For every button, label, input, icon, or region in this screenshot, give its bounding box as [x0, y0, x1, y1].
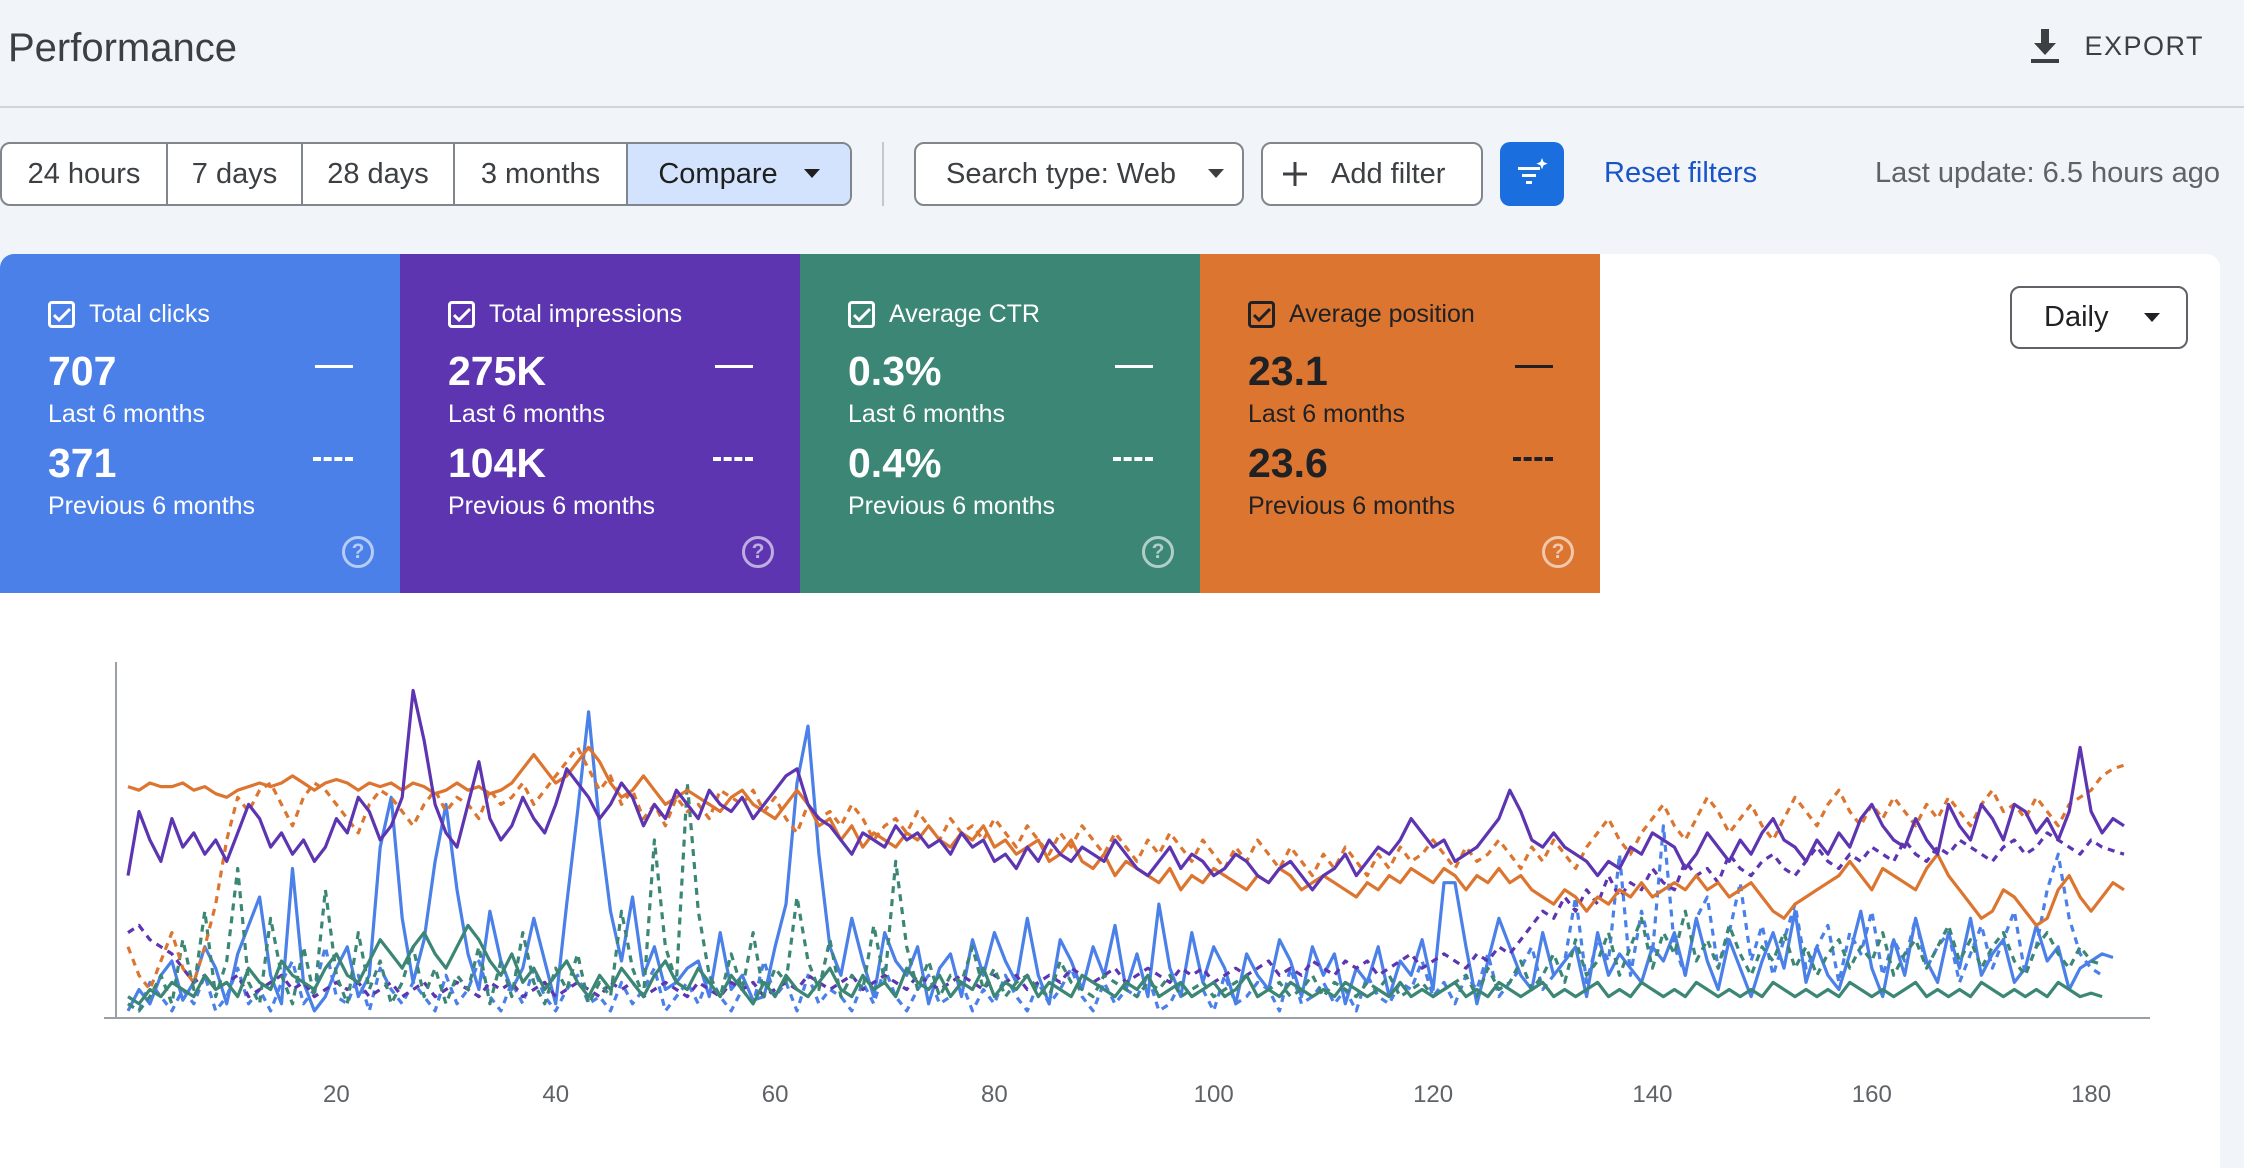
metric-current-value: 275K [448, 348, 547, 394]
granularity-dropdown[interactable]: Daily [2010, 286, 2188, 349]
metric-total-impressions[interactable]: Total impressions 275K Last 6 months 104… [400, 254, 800, 593]
solid-line-legend [1515, 365, 1553, 368]
add-filter-button[interactable]: Add filter [1261, 142, 1483, 206]
granularity-label: Daily [2044, 301, 2109, 333]
checkbox-icon[interactable] [48, 301, 75, 328]
metric-current-value: 707 [48, 348, 117, 394]
download-icon [2031, 29, 2060, 63]
dashed-line-legend [1513, 457, 1553, 461]
range-3-months[interactable]: 3 months [455, 144, 628, 204]
checkbox-icon[interactable] [1248, 301, 1275, 328]
performance-line-chart: 20 40 60 80 100 120 140 160 180 [104, 662, 2150, 1108]
metric-current-value: 0.3% [848, 348, 942, 394]
solid-line-legend [1115, 365, 1153, 368]
x-tick-label: 120 [1413, 1081, 1453, 1108]
date-range-selector: 24 hours 7 days 28 days 3 months Compare [0, 142, 852, 206]
search-type-dropdown[interactable]: Search type: Web [914, 142, 1244, 206]
filter-sparkle-icon [1518, 158, 1548, 184]
help-icon[interactable]: ? [342, 536, 374, 568]
metric-previous-period: Previous 6 months [1248, 492, 1456, 520]
header-bar [0, 0, 2244, 108]
caret-down-icon [2144, 312, 2160, 322]
x-tick-label: 100 [1194, 1081, 1234, 1108]
metric-label: Average CTR [889, 300, 1040, 328]
series-impressions-current [126, 688, 2125, 892]
metric-total-clicks[interactable]: Total clicks 707 Last 6 months 371 Previ… [0, 254, 400, 593]
add-filter-label: Add filter [1331, 157, 1446, 190]
x-tick-label: 80 [981, 1081, 1008, 1108]
filter-suggestions-button[interactable] [1500, 142, 1564, 206]
dashed-line-legend [1113, 457, 1153, 461]
compare-dropdown[interactable]: Compare [628, 144, 850, 204]
x-tick-label: 40 [542, 1081, 569, 1108]
caret-down-icon [803, 169, 820, 178]
metric-label: Total impressions [489, 300, 683, 328]
metric-current-value: 23.1 [1248, 348, 1328, 394]
metric-previous-period: Previous 6 months [848, 492, 1056, 520]
metric-current-period: Last 6 months [1248, 400, 1406, 428]
checkbox-icon[interactable] [848, 301, 875, 328]
caret-down-icon [1207, 169, 1224, 178]
metric-previous-value: 0.4% [848, 440, 942, 486]
toolbar-divider [882, 142, 884, 206]
metric-current-period: Last 6 months [48, 400, 206, 428]
metric-label: Total clicks [89, 300, 210, 328]
page-title: Performance [8, 26, 237, 70]
last-update-text: Last update: 6.5 hours ago [1874, 157, 2220, 189]
metric-previous-period: Previous 6 months [48, 492, 256, 520]
series-ctr-current [127, 923, 2103, 1006]
range-24-hours[interactable]: 24 hours [2, 144, 168, 204]
metric-average-position[interactable]: Average position 23.1 Last 6 months 23.6… [1200, 254, 1600, 593]
x-tick-label: 60 [762, 1081, 789, 1108]
help-icon[interactable]: ? [1142, 536, 1174, 568]
metric-previous-value: 371 [48, 440, 117, 486]
metric-previous-value: 23.6 [1248, 440, 1328, 486]
dashed-line-legend [713, 457, 753, 461]
series-clicks-previous [127, 824, 2103, 1013]
metric-current-period: Last 6 months [848, 400, 1006, 428]
x-tick-label: 180 [2071, 1081, 2111, 1108]
x-tick-label: 160 [1852, 1081, 1892, 1108]
solid-line-legend [315, 365, 353, 368]
range-28-days[interactable]: 28 days [303, 144, 455, 204]
search-type-label: Search type: Web [946, 157, 1176, 190]
dashed-line-legend [313, 457, 353, 461]
help-icon[interactable]: ? [1542, 536, 1574, 568]
export-label: EXPORT [2084, 30, 2204, 61]
reset-filters-link[interactable]: Reset filters [1604, 157, 1758, 189]
metric-previous-value: 104K [448, 440, 547, 486]
help-icon[interactable]: ? [742, 536, 774, 568]
metric-previous-period: Previous 6 months [448, 492, 656, 520]
metric-average-ctr[interactable]: Average CTR 0.3% Last 6 months 0.4% Prev… [800, 254, 1200, 593]
x-tick-label: 140 [1632, 1081, 1672, 1108]
compare-label: Compare [658, 157, 778, 190]
series-position-previous [126, 745, 2125, 992]
checkbox-icon[interactable] [448, 301, 475, 328]
series-ctr-previous [127, 781, 2103, 1013]
series-clicks-current [126, 710, 2114, 1013]
metric-label: Average position [1289, 300, 1475, 328]
solid-line-legend [715, 365, 753, 368]
export-button[interactable]: EXPORT [2028, 22, 2204, 70]
series-position-current [127, 745, 2125, 927]
plus-icon [1283, 162, 1307, 186]
metric-current-period: Last 6 months [448, 400, 606, 428]
x-tick-label: 20 [323, 1081, 350, 1108]
range-7-days[interactable]: 7 days [168, 144, 303, 204]
